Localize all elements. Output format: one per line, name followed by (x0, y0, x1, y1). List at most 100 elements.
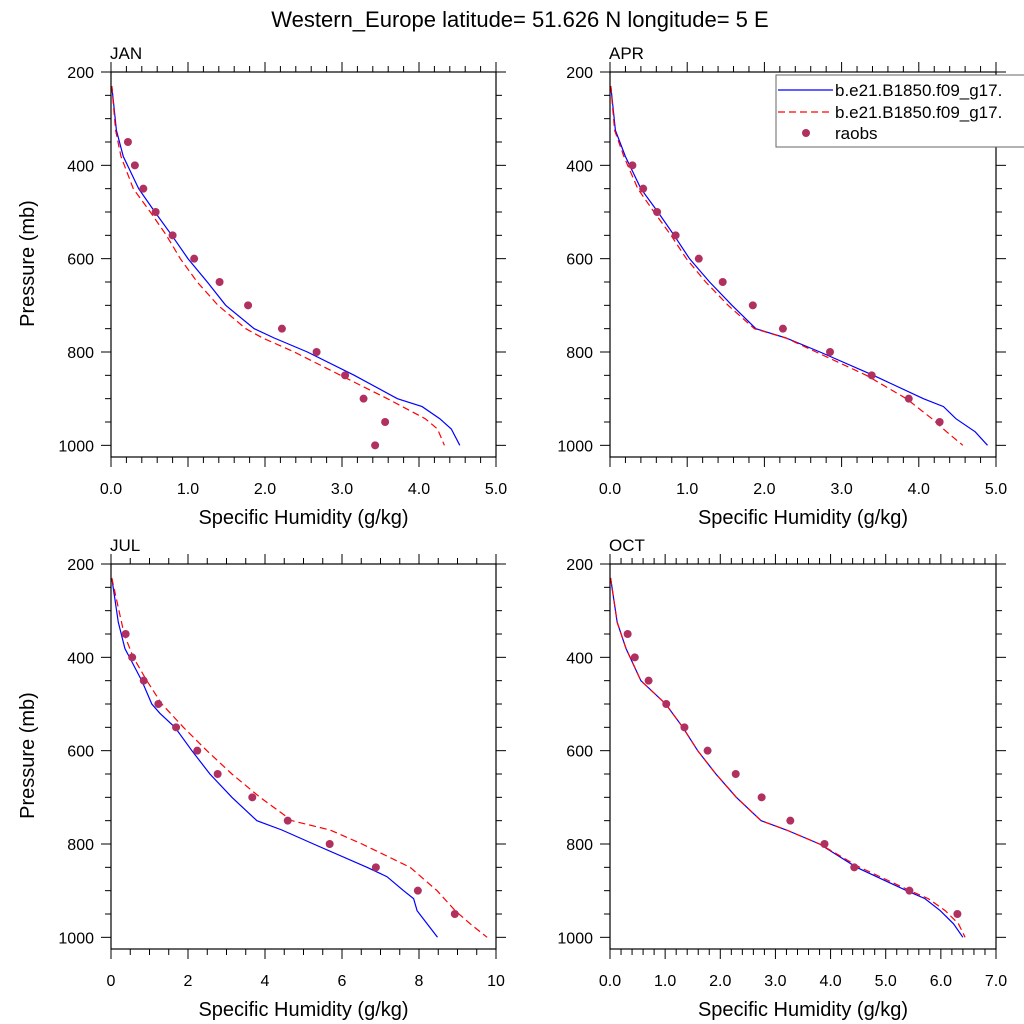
series-model2-line (111, 577, 488, 938)
raobs-point (312, 348, 321, 356)
raobs-point (639, 184, 648, 193)
raobs-point (680, 723, 689, 732)
raobs-point (213, 770, 222, 778)
y-tick-label: 600 (566, 744, 593, 761)
panel-label: OCT (609, 536, 645, 555)
raobs-point (867, 371, 876, 380)
y-tick-label: 800 (566, 837, 593, 854)
raobs-point (154, 700, 163, 708)
raobs-point (151, 208, 160, 216)
x-tick-label: 2.0 (753, 481, 775, 498)
raobs-point (172, 723, 181, 732)
raobs-point (935, 418, 944, 426)
legend: b.e21.B1850.f09_g17. b.e21.B1850.f09_g17.… (775, 74, 1024, 148)
raobs-point (277, 324, 286, 333)
x-tick-label: 0.0 (599, 973, 621, 990)
raobs-point (121, 630, 130, 638)
panel-jul: 0 2 4 6 8 10 200 400 600 800 1000 JUL Specific Humid… (17, 536, 506, 1021)
raobs-point (413, 886, 422, 895)
plot-frame (110, 563, 497, 950)
raobs-point (820, 840, 829, 848)
x-tick-label: 4.0 (908, 481, 930, 498)
x-tick-label: 3.0 (331, 481, 353, 498)
y-tick-label: 600 (67, 744, 94, 761)
x-tick-label: 0.0 (100, 481, 122, 498)
raobs-point (757, 793, 766, 802)
x-tick-label: 8 (415, 973, 424, 990)
raobs-point (215, 278, 224, 286)
raobs-point (718, 278, 727, 286)
y-tick-label: 200 (67, 65, 94, 82)
x-tick-label: 2.0 (254, 481, 276, 498)
x-tick-label: 2.0 (709, 973, 731, 990)
panel-jan: 0.0 1.0 2.0 3.0 4.0 5.0 200 400 600 800 1000 JAN Spe… (17, 44, 507, 529)
x-tick-label: 10 (487, 973, 505, 990)
y-tick-label: 1000 (557, 438, 593, 455)
raobs-point (190, 254, 199, 263)
x-tick-label: 1.0 (676, 481, 698, 498)
legend-marker-swatch (802, 129, 810, 137)
panel-label: APR (609, 44, 644, 63)
plot-frame (609, 71, 997, 458)
y-tick-label: 800 (566, 345, 593, 362)
y-tick-label: 400 (67, 158, 94, 175)
x-tick-label: 5.0 (875, 973, 897, 990)
x-tick-label: 5.0 (985, 481, 1007, 498)
series-model1-line (610, 577, 964, 938)
series-model2-line (610, 85, 964, 446)
raobs-point (731, 770, 740, 778)
raobs-point (778, 324, 787, 333)
raobs-point (826, 348, 835, 356)
raobs-point (630, 653, 639, 662)
legend-label: b.e21.B1850.f09_g17. (835, 103, 1002, 122)
x-tick-label: 3.0 (764, 973, 786, 990)
series-model1-line (610, 85, 988, 446)
plot-frame (609, 563, 997, 950)
figure-title: Western_Europe latitude= 51.626 N longit… (271, 7, 768, 32)
y-tick-label: 1000 (58, 438, 94, 455)
x-tick-label: 1.0 (654, 973, 676, 990)
raobs-point (283, 816, 292, 825)
x-tick-label: 6.0 (930, 973, 952, 990)
raobs-point (644, 676, 653, 685)
raobs-point (128, 653, 137, 662)
raobs-point (244, 301, 253, 310)
series-model2-line (111, 85, 445, 446)
y-axis-label: Pressure (mb) (17, 200, 39, 327)
raobs-point (193, 746, 202, 755)
y-tick-label: 600 (67, 252, 94, 269)
raobs-point (371, 441, 380, 450)
raobs-point (748, 301, 757, 310)
x-tick-label: 4.0 (819, 973, 841, 990)
raobs-point (953, 910, 962, 918)
raobs-point (325, 840, 334, 848)
panel-apr: 0.0 1.0 2.0 3.0 4.0 5.0 200 400 600 800 1000 APR Spe… (557, 44, 1007, 529)
x-tick-label: 2 (184, 973, 193, 990)
raobs-point (623, 630, 632, 638)
y-tick-label: 400 (67, 650, 94, 667)
x-axis-label: Specific Humidity (g/kg) (198, 999, 408, 1021)
legend-box (775, 74, 1024, 148)
x-tick-label: 4.0 (408, 481, 430, 498)
raobs-point (359, 394, 368, 403)
raobs-point (850, 863, 859, 872)
y-tick-label: 200 (566, 557, 593, 574)
y-tick-label: 800 (67, 837, 94, 854)
y-tick-label: 800 (67, 345, 94, 362)
y-tick-label: 200 (67, 557, 94, 574)
legend-label: raobs (835, 124, 878, 143)
raobs-point (123, 138, 132, 146)
raobs-point (248, 793, 257, 802)
x-axis-label: Specific Humidity (g/kg) (698, 999, 908, 1021)
x-axis-label: Specific Humidity (g/kg) (198, 507, 408, 529)
series-model1-line (111, 85, 461, 446)
legend-label: b.e21.B1850.f09_g17. (835, 81, 1002, 100)
x-tick-label: 5.0 (485, 481, 507, 498)
plot-frame (110, 71, 497, 458)
y-tick-label: 1000 (557, 930, 593, 947)
raobs-point (904, 394, 913, 403)
y-tick-label: 400 (566, 650, 593, 667)
y-axis-label: Pressure (mb) (17, 692, 39, 819)
raobs-point (139, 676, 148, 685)
